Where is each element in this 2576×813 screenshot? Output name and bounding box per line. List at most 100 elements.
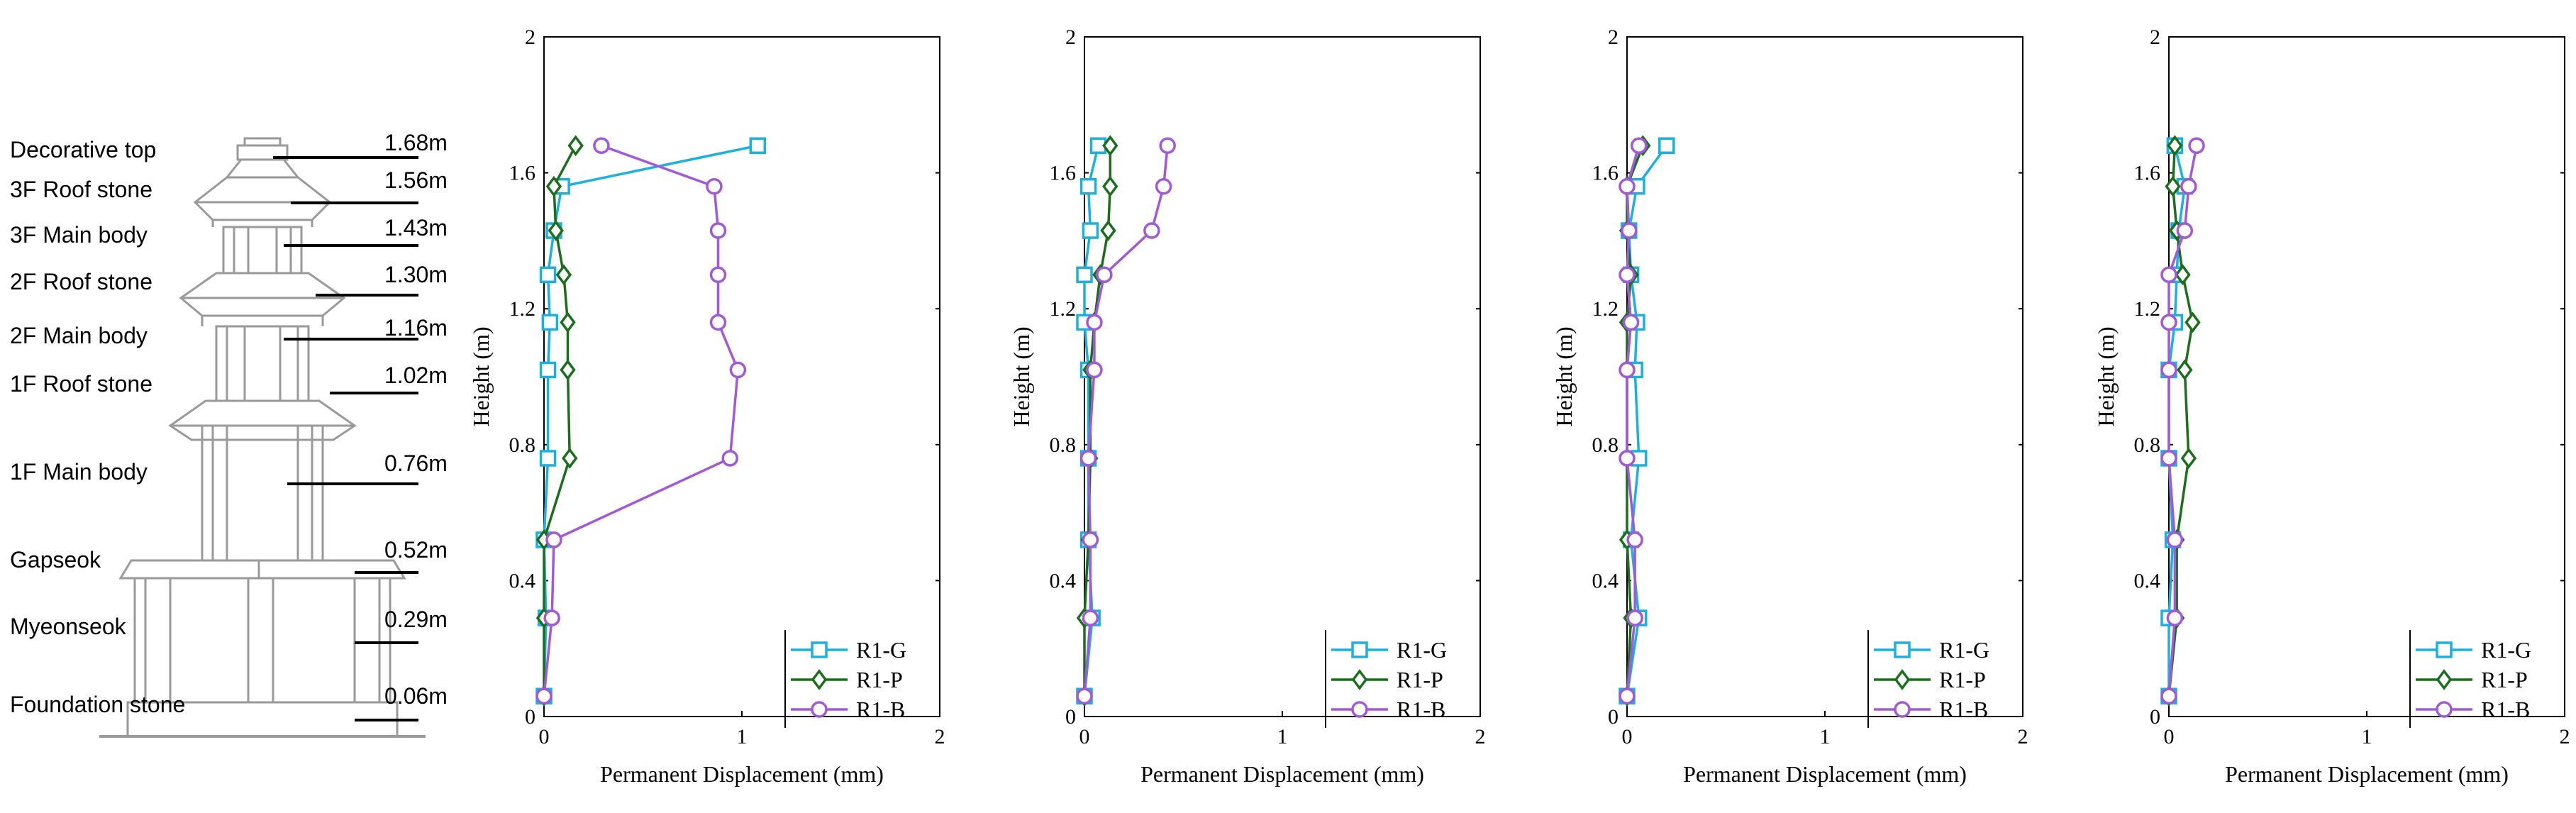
component-height: 1.43m xyxy=(384,215,448,240)
legend-marker xyxy=(2436,669,2453,690)
data-point xyxy=(541,314,559,331)
component-name: 3F Main body xyxy=(10,222,148,248)
data-point xyxy=(1079,450,1097,467)
x-tick-label: 2 xyxy=(1475,725,1486,748)
component-height: 0.76m xyxy=(384,450,448,476)
series-R1-P xyxy=(535,135,584,707)
x-tick-label: 0 xyxy=(2164,725,2175,748)
data-point xyxy=(535,687,553,705)
series-line xyxy=(2167,145,2194,697)
chart-panel-2: 0 0.4 0.8 1.2 1.6 2 0 1 2 Permanent Displacement … xyxy=(1009,26,1486,787)
3f-roof-stone-shape xyxy=(193,176,332,221)
x-tick-label: 1 xyxy=(1277,725,1288,748)
data-point xyxy=(1626,531,1643,548)
data-point xyxy=(539,450,557,467)
data-point xyxy=(1096,266,1113,284)
series-line xyxy=(2167,145,2198,697)
series-R1-B xyxy=(2160,137,2205,705)
y-axis-title: Height (m) xyxy=(1009,326,1034,426)
x-tick-label: 0 xyxy=(539,725,550,748)
legend-label: R1-B xyxy=(1939,697,1988,722)
series-R1-B xyxy=(1619,137,1648,705)
data-point xyxy=(2188,137,2205,155)
y-tick-label: 1.6 xyxy=(1592,162,1619,185)
data-point xyxy=(749,137,767,155)
component-name: 2F Roof stone xyxy=(10,269,152,294)
data-point xyxy=(1086,314,1103,331)
x-tick-label: 1 xyxy=(1820,725,1831,748)
x-axis-title: Permanent Displacement (mm) xyxy=(1683,761,1967,787)
chart-panel-4: 0 0.4 0.8 1.2 1.6 2 0 1 2 Permanent Displacement … xyxy=(2093,26,2570,787)
data-point xyxy=(1630,137,1648,155)
data-point xyxy=(1082,531,1099,548)
y-tick-label: 1.2 xyxy=(2134,297,2161,321)
x-tick-label: 1 xyxy=(2362,725,2372,748)
2f-main-body-shape xyxy=(215,325,310,402)
legend-marker xyxy=(1894,701,1911,718)
legend-marker xyxy=(811,669,828,690)
chart-panel-1: 0 0.4 0.8 1.2 1.6 2 0 1 2 Permanent Displacement … xyxy=(468,26,945,787)
data-point xyxy=(2180,178,2197,195)
data-point xyxy=(1658,137,1675,155)
data-point xyxy=(1622,314,1640,331)
series-line xyxy=(1626,145,1640,697)
data-point xyxy=(2160,687,2177,705)
data-point xyxy=(1079,178,1097,195)
data-point xyxy=(2176,222,2194,239)
data-point xyxy=(1102,135,1118,157)
legend-marker xyxy=(811,701,828,718)
x-tick-label: 2 xyxy=(935,725,945,748)
legend-label: R1-B xyxy=(1397,697,1445,722)
data-point xyxy=(560,311,576,333)
y-tick-label: 0.4 xyxy=(1050,569,1077,592)
component-height: 1.56m xyxy=(384,167,448,193)
pagoda-drawing xyxy=(99,137,426,738)
legend: R1-G R1-P R1-B xyxy=(2409,630,2531,728)
data-point xyxy=(1621,222,1638,239)
y-tick-label: 0 xyxy=(1065,705,1076,729)
decorative-top-finial xyxy=(243,137,282,147)
component-height: 1.16m xyxy=(384,315,448,341)
y-tick-label: 0.8 xyxy=(1592,433,1619,457)
x-axis-title: Permanent Displacement (mm) xyxy=(2225,761,2509,787)
pagoda-component: 1F Roof stone 1.02m xyxy=(10,363,448,397)
data-point xyxy=(706,178,723,195)
data-point xyxy=(709,266,727,284)
component-height: 0.29m xyxy=(384,607,448,632)
data-point xyxy=(555,264,572,286)
legend-label: R1-B xyxy=(856,697,905,722)
data-point xyxy=(1143,222,1160,239)
x-tick-label: 2 xyxy=(2018,725,2028,748)
3f-main-body-shape xyxy=(222,226,303,275)
component-height: 1.02m xyxy=(384,363,448,388)
y-tick-label: 1.2 xyxy=(509,297,536,321)
legend-marker xyxy=(811,641,828,658)
component-height: 0.06m xyxy=(384,683,448,709)
data-point xyxy=(2160,361,2177,379)
plot-frame xyxy=(2168,36,2565,717)
data-point xyxy=(709,314,727,331)
data-point xyxy=(545,531,562,548)
data-point xyxy=(2166,609,2184,626)
y-tick-label: 2 xyxy=(525,26,535,49)
component-height: 1.30m xyxy=(384,262,448,287)
component-name: 1F Roof stone xyxy=(10,371,152,397)
legend-marker xyxy=(2436,641,2453,658)
decorative-top-shape xyxy=(224,158,301,179)
data-point xyxy=(2160,450,2177,467)
legend-marker xyxy=(2436,701,2453,718)
pagoda-component: 3F Roof stone 1.56m xyxy=(10,167,448,204)
y-tick-label: 0.4 xyxy=(1592,569,1619,592)
data-point xyxy=(1086,361,1103,379)
legend-label: R1-G xyxy=(1397,637,1447,663)
y-axis-title: Height (m) xyxy=(2093,326,2119,426)
data-point xyxy=(1100,220,1116,241)
1f-main-body-shape xyxy=(201,424,324,562)
pagoda-component: Myeonseok 0.29m xyxy=(10,607,448,644)
legend-marker xyxy=(1894,641,1911,658)
component-height: 0.52m xyxy=(384,537,448,563)
data-point xyxy=(1076,266,1093,284)
pagoda-component: 1F Main body 0.76m xyxy=(10,450,448,485)
gapseok-shape xyxy=(118,559,406,580)
data-point xyxy=(1619,266,1636,284)
